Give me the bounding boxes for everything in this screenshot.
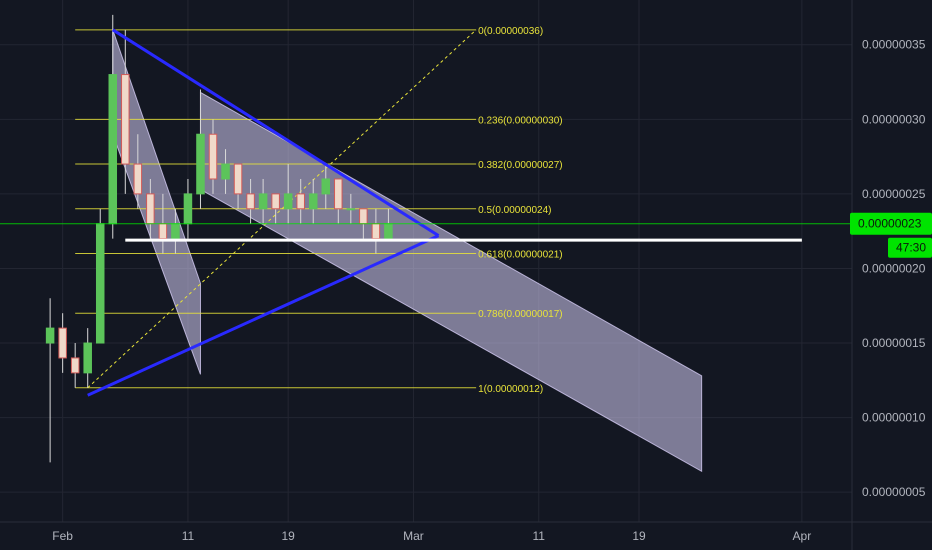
fib-trend-line xyxy=(87,29,477,389)
y-tick-label: 0.00000010 xyxy=(862,411,926,425)
fib-level-label: 0.236(0.00000030) xyxy=(478,115,563,126)
candle-body xyxy=(121,74,130,165)
current-price-label: 0.00000023 xyxy=(858,217,922,231)
countdown-label: 47:30 xyxy=(896,241,926,255)
y-tick-label: 0.00000035 xyxy=(862,38,926,52)
x-tick-label: 11 xyxy=(533,529,546,543)
current-price-badge xyxy=(850,212,932,235)
candle-body xyxy=(283,193,293,210)
candle-body xyxy=(321,178,331,195)
candle-body xyxy=(183,193,193,225)
candle-body xyxy=(83,342,92,374)
candle-body xyxy=(271,193,280,210)
y-tick-label: 0.00000020 xyxy=(862,261,926,275)
x-tick-label: Mar xyxy=(403,529,424,543)
y-tick-label: 0.00000025 xyxy=(862,187,926,201)
fibonacci-retracement: 0(0.00000036) 0.236(0.00000030) 0.382(0.00… xyxy=(75,26,563,395)
candle-body xyxy=(108,74,118,225)
y-tick-label: 0.00000030 xyxy=(862,112,926,126)
x-tick-label: 11 xyxy=(182,529,195,543)
candle-body xyxy=(258,193,268,210)
fib-level-label: 0.382(0.00000027) xyxy=(478,160,563,171)
fib-level-label: 0.5(0.00000024) xyxy=(478,205,551,216)
candle-body xyxy=(208,133,218,180)
candle-body xyxy=(133,163,143,195)
triangle-pattern xyxy=(87,28,440,397)
x-tick-label: 19 xyxy=(632,529,646,543)
x-tick-label: Apr xyxy=(793,529,812,543)
triangle-lower-line xyxy=(87,234,440,397)
candle-body xyxy=(308,193,318,210)
candle-body xyxy=(334,178,343,210)
candle-body xyxy=(221,163,230,180)
fib-level-label: 0.786(0.00000017) xyxy=(478,309,563,320)
candle-body xyxy=(359,208,368,225)
triangle-upper-line xyxy=(111,28,440,237)
fib-level-label: 0(0.00000036) xyxy=(478,26,543,37)
candle-body xyxy=(70,357,80,374)
candle-body xyxy=(346,208,356,211)
candle-body xyxy=(196,133,205,195)
candle-body xyxy=(296,193,305,210)
candle-body xyxy=(58,327,67,359)
candle-body xyxy=(371,223,381,240)
candle-body xyxy=(233,163,243,195)
candle-body xyxy=(246,193,255,210)
fib-level-label: 1(0.00000012) xyxy=(478,384,543,395)
x-tick-label: 19 xyxy=(281,529,295,543)
candle-body xyxy=(158,223,168,240)
fib-level-label: 0.618(0.00000021) xyxy=(478,250,563,261)
candle-body xyxy=(95,223,105,344)
y-tick-label: 0.00000005 xyxy=(862,485,926,499)
candle-body xyxy=(171,223,180,240)
candle-body xyxy=(146,193,155,225)
x-tick-label: Feb xyxy=(52,529,73,543)
y-tick-label: 0.00000015 xyxy=(862,336,926,350)
countdown-badge xyxy=(888,237,932,258)
candle-body xyxy=(45,327,55,344)
candle-body xyxy=(384,223,393,240)
